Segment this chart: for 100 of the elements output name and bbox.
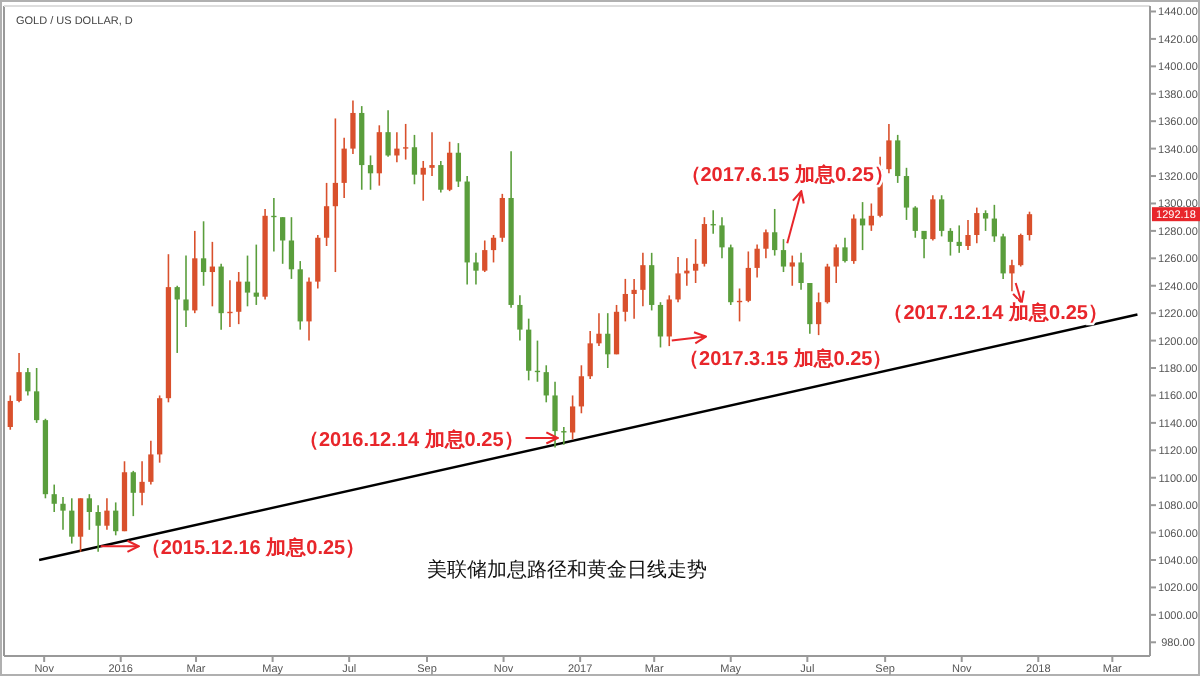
candlestick	[25, 367, 31, 397]
candlestick	[350, 99, 356, 155]
annotation: （2017.3.15 加息0.25）	[679, 346, 893, 371]
candlestick	[622, 278, 628, 323]
candlestick	[613, 304, 620, 356]
candlestick	[657, 301, 664, 349]
candlestick	[851, 213, 857, 265]
candlestick	[16, 352, 22, 404]
annotation: （2016.12.14 加息0.25）	[298, 427, 524, 452]
candlestick	[130, 470, 136, 517]
candlestick	[921, 230, 927, 260]
annotation: 美联储加息路径和黄金日线走势	[427, 558, 707, 582]
candlestick	[174, 284, 180, 354]
candlestick	[1026, 210, 1033, 242]
candlestick	[200, 220, 207, 287]
candlestick	[543, 364, 549, 404]
candlestick	[912, 205, 918, 239]
candlestick	[745, 250, 751, 303]
candlestick	[332, 117, 339, 273]
candlestick	[438, 160, 444, 194]
candlestick	[675, 256, 681, 303]
candlestick	[490, 234, 497, 264]
candlestick	[385, 109, 391, 158]
candlestick	[60, 496, 66, 531]
candlestick	[280, 216, 286, 265]
candlestick	[499, 193, 505, 243]
candlestick	[323, 182, 330, 247]
candlestick	[842, 236, 848, 264]
candlestick	[930, 194, 936, 242]
annotation: （2015.12.16 加息0.25）	[140, 536, 366, 561]
candlestick	[34, 367, 40, 424]
candlestick	[526, 317, 532, 382]
candlestick	[807, 282, 813, 335]
candlestick	[429, 131, 435, 177]
candlestick	[587, 330, 593, 380]
candlestick	[666, 294, 672, 347]
candlestick	[798, 252, 804, 291]
candlestick	[104, 497, 110, 531]
candlestick	[218, 263, 224, 331]
candlestick	[244, 254, 251, 308]
candlestick	[253, 243, 259, 306]
candlestick	[965, 219, 971, 251]
candlestick	[394, 131, 400, 164]
candlestick	[895, 134, 901, 184]
candlestick	[376, 124, 382, 187]
candlestick	[903, 167, 910, 221]
candlestick	[939, 194, 945, 238]
candlestick	[482, 239, 488, 273]
candlestick	[605, 312, 611, 369]
candlestick	[446, 140, 453, 192]
candlestick	[420, 160, 426, 202]
candlestick	[569, 394, 576, 441]
candlestick	[982, 209, 989, 232]
candlestick	[51, 483, 57, 513]
candlestick	[824, 263, 831, 305]
candlestick	[754, 243, 760, 279]
candlestick	[596, 312, 602, 347]
candlestick	[640, 252, 646, 308]
candlestick	[956, 224, 962, 254]
candlestick	[772, 208, 778, 257]
candlestick	[473, 252, 479, 286]
candlestick	[815, 291, 822, 336]
candlestick	[183, 254, 189, 328]
candlestick	[139, 460, 145, 506]
candlestick	[1009, 258, 1015, 293]
annotation: （2017.6.15 加息0.25）	[680, 163, 894, 188]
candlestick	[7, 394, 13, 431]
candlestick	[517, 294, 523, 342]
candlestick	[552, 380, 558, 449]
candlestick	[947, 227, 954, 257]
candlestick	[763, 228, 769, 260]
candlestick	[649, 252, 655, 312]
candlestick	[315, 234, 321, 290]
candlestick	[692, 238, 699, 284]
candlestick	[1000, 232, 1006, 280]
candlestick	[789, 254, 795, 287]
candlestick	[86, 493, 92, 531]
candlestick	[288, 216, 295, 280]
candlestick	[411, 134, 418, 186]
candlestick	[403, 123, 409, 161]
candlestick	[833, 243, 839, 284]
candlestick	[77, 497, 84, 553]
candlestick	[236, 271, 242, 325]
annotation: （2017.12.14 加息0.25）	[883, 301, 1108, 325]
candlestick	[95, 504, 101, 553]
candlestick	[631, 278, 637, 320]
candlestick	[148, 439, 154, 486]
candlestick	[578, 364, 585, 415]
candlestick	[341, 136, 347, 199]
candlestick	[69, 497, 75, 545]
candlestick	[780, 238, 787, 273]
candlestick	[886, 123, 892, 175]
candlestick	[113, 501, 119, 537]
candlestick	[991, 204, 997, 243]
candlestick	[701, 216, 708, 268]
candlestick	[719, 216, 725, 260]
candlestick	[1018, 232, 1024, 268]
candlestick	[367, 154, 374, 191]
candlestick	[455, 142, 462, 188]
candlestick	[306, 276, 312, 342]
